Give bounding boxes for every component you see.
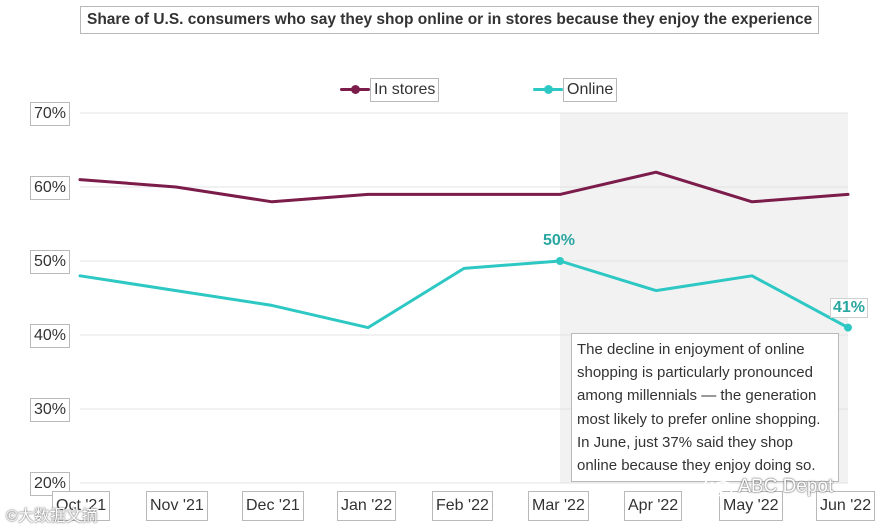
y-tick-40: 40% xyxy=(30,324,71,348)
series-lines xyxy=(78,170,850,330)
data-point-online-jun-22 xyxy=(844,323,852,332)
annotation-callout: The decline in enjoyment of online shopp… xyxy=(571,333,839,483)
watermark-left: ©大数据文摘 xyxy=(6,508,98,525)
x-tick-jan-22: Jan '22 xyxy=(337,491,397,521)
data-point-online-mar-22 xyxy=(556,257,564,265)
legend-item-in-stores: In stores xyxy=(340,78,450,102)
wechat-icon xyxy=(704,476,733,497)
series-line-in-stores xyxy=(78,170,850,204)
y-tick-20: 20% xyxy=(30,472,71,496)
legend-label-in-stores: In stores xyxy=(370,78,440,102)
gridlines xyxy=(80,112,848,484)
data-label-online-mar-22: 50% xyxy=(543,232,576,249)
series-line-online xyxy=(78,259,850,330)
y-tick-50: 50% xyxy=(30,250,71,274)
legend-marker-online xyxy=(544,85,553,94)
y-tick-30: 30% xyxy=(30,398,71,422)
watermark-right-text: ABC Depot xyxy=(738,476,834,498)
series-points xyxy=(556,257,852,332)
data-label-online-jun-22: 41% xyxy=(830,298,869,318)
y-tick-70: 70% xyxy=(30,102,71,126)
x-tick-dec-21: Dec '21 xyxy=(242,491,304,521)
legend-item-online: Online xyxy=(533,78,633,102)
x-tick-feb-22: Feb '22 xyxy=(432,491,493,521)
x-tick-may-22: May '22 xyxy=(719,491,783,521)
watermark-right: ABC Depot xyxy=(704,476,833,504)
legend-marker-in-stores xyxy=(351,85,360,94)
x-tick-oct-21: Oct '21 xyxy=(52,491,111,521)
y-tick-60: 60% xyxy=(30,176,71,200)
x-tick-nov-21: Nov '21 xyxy=(146,491,208,521)
legend-label-online: Online xyxy=(563,78,618,102)
x-tick-jun-22: Jun '22 xyxy=(816,491,876,521)
x-tick-apr-22: Apr '22 xyxy=(624,491,683,521)
x-tick-mar-22: Mar '22 xyxy=(528,491,589,521)
chart-title: Share of U.S. consumers who say they sho… xyxy=(80,6,820,34)
